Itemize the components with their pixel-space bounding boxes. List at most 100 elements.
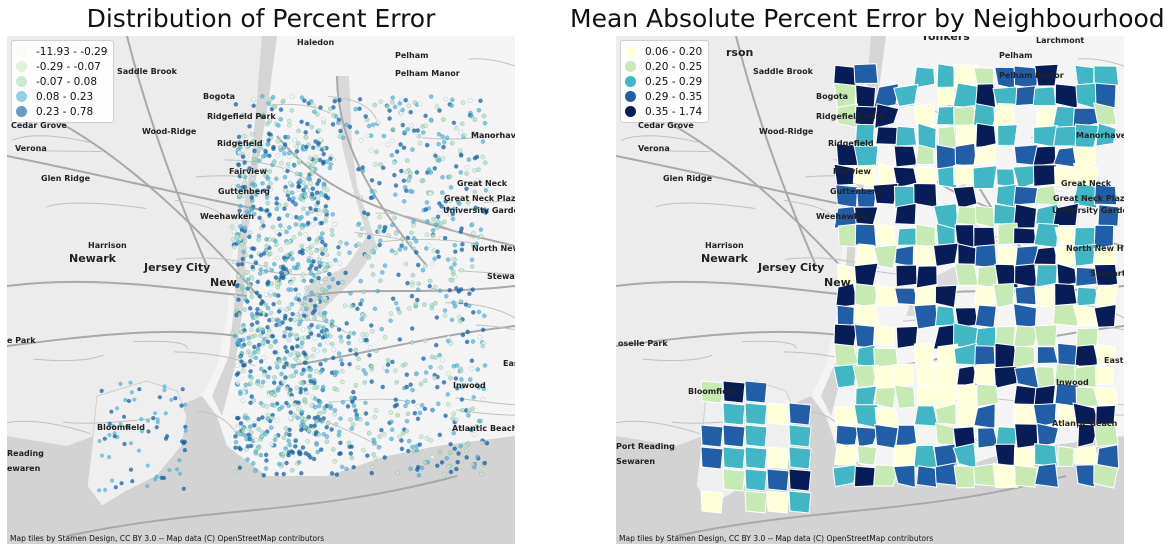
neighbourhood (913, 405, 939, 427)
error-point (388, 311, 394, 316)
error-point (477, 334, 483, 340)
error-point (435, 214, 441, 220)
error-point (406, 438, 412, 444)
error-point (312, 404, 318, 410)
error-point (339, 464, 345, 470)
error-point (449, 103, 455, 108)
error-point (239, 344, 245, 349)
error-point (265, 200, 271, 206)
error-point (107, 421, 112, 426)
error-point (380, 165, 386, 171)
place-label: Inwood (453, 381, 486, 390)
neighbourhood (872, 182, 899, 205)
error-point (324, 252, 330, 258)
error-point (292, 317, 298, 323)
neighbourhood (722, 446, 746, 470)
error-point (409, 326, 415, 331)
legend-swatch (625, 46, 636, 57)
error-point (386, 233, 392, 238)
error-point (410, 387, 415, 393)
error-point (321, 261, 327, 267)
error-point (241, 290, 247, 296)
neighbourhood (995, 426, 1018, 447)
error-point (252, 183, 258, 188)
error-point (415, 403, 421, 409)
error-point (278, 223, 283, 228)
neighbourhood (766, 446, 790, 470)
error-point (351, 403, 357, 409)
error-point (332, 386, 338, 391)
error-point (436, 131, 442, 137)
neighbourhood-polygons (700, 63, 1120, 514)
error-point (350, 389, 356, 395)
error-point (295, 358, 301, 364)
neighbourhood (874, 103, 900, 129)
error-point (428, 117, 434, 123)
error-point (454, 385, 460, 391)
error-point (483, 187, 489, 193)
error-point (259, 93, 265, 99)
error-point (442, 235, 448, 241)
neighbourhood (1012, 325, 1040, 350)
error-point (284, 349, 290, 354)
error-point (272, 349, 278, 355)
error-point (126, 398, 132, 404)
error-point (242, 184, 248, 190)
neighbourhood (893, 145, 918, 168)
neighbourhood (974, 304, 997, 329)
error-point (248, 443, 254, 449)
error-point (242, 362, 247, 368)
error-point (230, 183, 236, 189)
error-point (384, 368, 390, 374)
error-point (247, 358, 253, 364)
error-point (405, 448, 411, 454)
place-label: Haledon (297, 38, 335, 47)
neighbourhood (915, 223, 936, 247)
error-point (259, 434, 264, 439)
error-point (258, 206, 263, 212)
error-point (470, 310, 476, 315)
neighbourhood (788, 490, 812, 514)
error-point (318, 192, 324, 198)
error-point (442, 308, 448, 313)
error-point (410, 282, 415, 288)
error-point (393, 183, 399, 188)
error-point (238, 203, 243, 209)
error-points (97, 93, 490, 493)
error-point (245, 286, 251, 292)
error-point (448, 265, 454, 271)
error-point (128, 467, 134, 472)
error-point (113, 485, 118, 490)
error-point (382, 334, 388, 340)
error-point (453, 376, 459, 381)
error-point (368, 323, 374, 328)
error-point (279, 371, 284, 377)
error-point (451, 430, 457, 436)
right-map[interactable]: 0.06 - 0.20 0.20 - 0.25 0.25 - 0.29 0.29 - … (616, 36, 1124, 544)
error-point (308, 331, 314, 337)
error-point (302, 424, 307, 430)
error-point (441, 139, 447, 145)
error-point (314, 239, 320, 245)
error-point (389, 99, 395, 105)
error-point (319, 287, 325, 292)
error-point (478, 227, 484, 232)
error-point (302, 302, 308, 308)
left-map[interactable]: -11.93 - -0.29 -0.29 - -0.07 -0.07 - 0.08 0… (7, 36, 515, 544)
error-point (284, 240, 290, 246)
error-point (321, 145, 327, 151)
error-point (404, 372, 410, 377)
neighbourhood (953, 465, 976, 489)
error-point (237, 208, 242, 214)
error-point (103, 487, 108, 492)
error-point (244, 209, 250, 215)
error-point (249, 327, 254, 333)
error-point (472, 155, 478, 161)
error-point (270, 224, 276, 230)
error-point (326, 284, 332, 290)
error-point (358, 195, 364, 201)
error-point (236, 415, 241, 421)
error-point (282, 206, 287, 211)
neighbourhood (874, 283, 897, 308)
error-point (448, 185, 454, 190)
